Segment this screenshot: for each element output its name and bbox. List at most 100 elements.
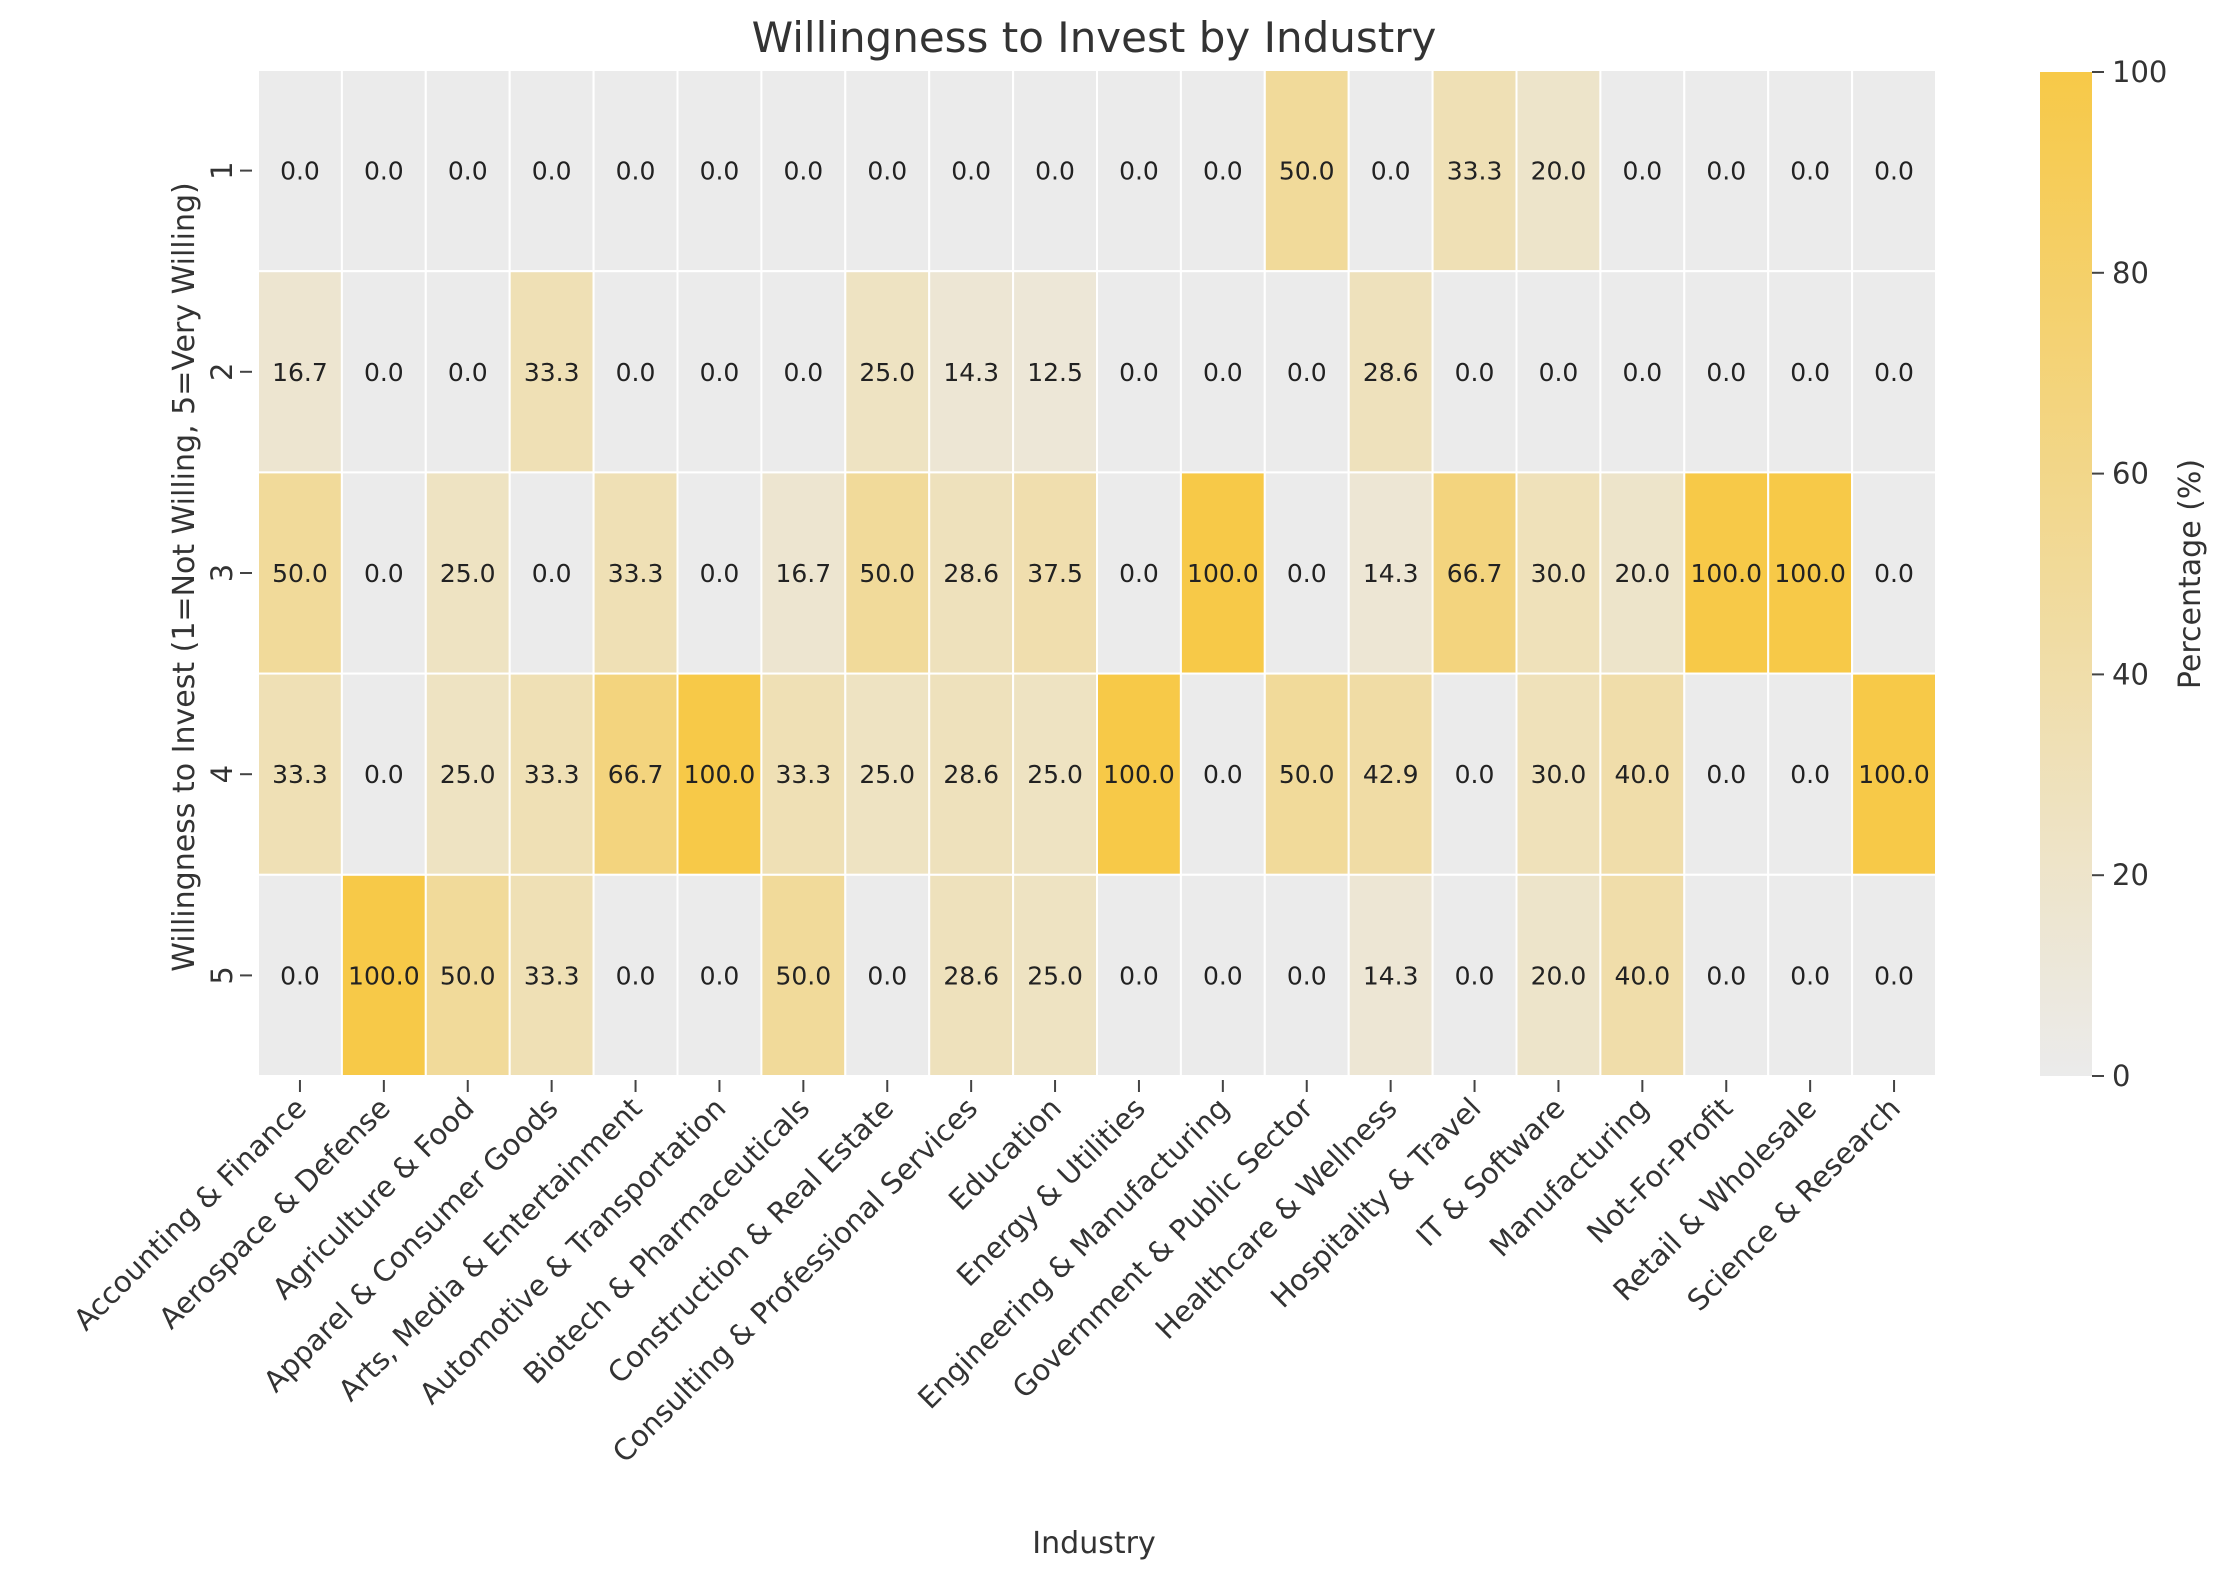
cell-value-label: 0.0: [1706, 760, 1746, 789]
cell-value-label: 28.6: [943, 559, 999, 588]
cell-value-label: 20.0: [1531, 961, 1587, 990]
cell-value-label: 25.0: [1027, 760, 1083, 789]
heatmap-cell: [424, 471, 511, 675]
cell-value-label: 25.0: [440, 760, 496, 789]
cell-value-label: 0.0: [1455, 961, 1495, 990]
cell-value-label: 25.0: [859, 358, 915, 387]
heatmap-cells: 0.0 0.0 0.0 0.0 0.0 0.0 0.0 0.0 0.0 0.0 0.0 0.0 50.0…: [257, 69, 1937, 1077]
x-axis-label: Industry: [1032, 1526, 1155, 1561]
cell-value-label: 33.3: [272, 760, 328, 789]
y-axis-label: Willingness to Invest (1=Not Willing, 5=…: [167, 182, 202, 971]
heatmap-cell: [340, 69, 427, 273]
heatmap-cell: [760, 672, 847, 876]
heatmap-cell: [928, 270, 1015, 474]
cell-value-label: 0.0: [616, 157, 656, 186]
cell-value-label: 0.0: [1287, 358, 1327, 387]
cell-value-label: 0.0: [616, 961, 656, 990]
chart-title: Willingness to Invest by Industry: [752, 13, 1437, 62]
heatmap-cell: [508, 873, 595, 1077]
cell-value-label: 100.0: [1187, 559, 1259, 588]
heatmap-cell: [1515, 69, 1602, 273]
heatmap-cell: [1599, 672, 1686, 876]
cell-value-label: 0.0: [867, 157, 907, 186]
cell-value-label: 0.0: [1874, 961, 1914, 990]
cell-value-label: 25.0: [440, 559, 496, 588]
heatmap-cell: [844, 69, 931, 273]
heatmap-cell: [1096, 873, 1182, 1077]
cell-value-label: 14.3: [1363, 961, 1419, 990]
cell-value-label: 0.0: [1622, 358, 1662, 387]
heatmap-cell: [1599, 873, 1686, 1077]
heatmap-cell: [760, 873, 847, 1077]
cell-value-label: 20.0: [1531, 157, 1587, 186]
cell-value-label: 0.0: [700, 961, 740, 990]
heatmap-cell: [1767, 471, 1854, 675]
heatmap-cell: [676, 69, 763, 273]
cell-value-label: 0.0: [1119, 358, 1159, 387]
heatmap-cell: [1012, 471, 1098, 675]
cell-value-label: 0.0: [700, 358, 740, 387]
heatmap-cell: [1347, 873, 1434, 1077]
heatmap-cell: [676, 873, 763, 1077]
heatmap-cell: [340, 873, 427, 1077]
cell-value-label: 33.3: [524, 760, 580, 789]
cell-value-label: 0.0: [1706, 358, 1746, 387]
heatmap-cell: [760, 471, 847, 675]
y-axis-ticks: 1 2 3 4 5: [205, 161, 252, 985]
heatmap-cell: [1851, 873, 1937, 1077]
heatmap-cell: [340, 270, 427, 474]
heatmap-cell: [1767, 69, 1854, 273]
cell-value-label: 0.0: [1706, 157, 1746, 186]
heatmap-cell: [424, 69, 511, 273]
cell-value-label: 16.7: [776, 559, 832, 588]
heatmap-cell: [257, 270, 343, 474]
colorbar-tick-label: 20: [2112, 858, 2149, 892]
heatmap-cell: [844, 672, 931, 876]
cell-value-label: 0.0: [700, 157, 740, 186]
x-tick-label: Arts, Media & Entertainment: [332, 1091, 649, 1408]
cell-value-label: 33.3: [524, 358, 580, 387]
colorbar-tick-label: 60: [2112, 457, 2149, 491]
heatmap-cell: [1431, 672, 1518, 876]
cell-value-label: 33.3: [524, 961, 580, 990]
cell-value-label: 0.0: [1119, 559, 1159, 588]
cell-value-label: 66.7: [1447, 559, 1503, 588]
cell-value-label: 28.6: [943, 961, 999, 990]
heatmap-cell: [1515, 270, 1602, 474]
heatmap-cell: [257, 873, 343, 1077]
heatmap-cell: [676, 672, 763, 876]
cell-value-label: 100.0: [1103, 760, 1175, 789]
cell-value-label: 0.0: [364, 157, 404, 186]
cell-value-label: 40.0: [1615, 961, 1671, 990]
heatmap-cell: [592, 471, 679, 675]
x-tick-label: Government & Public Sector: [1006, 1091, 1320, 1405]
heatmap-cell: [1431, 873, 1518, 1077]
cell-value-label: 16.7: [272, 358, 328, 387]
cell-value-label: 50.0: [859, 559, 915, 588]
heatmap-cell: [1263, 873, 1350, 1077]
cell-value-label: 12.5: [1027, 358, 1083, 387]
cell-value-label: 0.0: [616, 358, 656, 387]
x-tick-label: Not-For-Profit: [1580, 1091, 1739, 1250]
heatmap-cell: [1767, 873, 1854, 1077]
cell-value-label: 28.6: [943, 760, 999, 789]
colorbar-tick-label: 100: [2112, 55, 2167, 89]
cell-value-label: 0.0: [700, 559, 740, 588]
heatmap-cell: [1767, 672, 1854, 876]
cell-value-label: 0.0: [1622, 157, 1662, 186]
cell-value-label: 0.0: [867, 961, 907, 990]
cell-value-label: 0.0: [1455, 760, 1495, 789]
heatmap-cell: [1683, 672, 1770, 876]
heatmap-cell: [1851, 270, 1937, 474]
cell-value-label: 20.0: [1615, 559, 1671, 588]
heatmap-cell: [1096, 471, 1182, 675]
cell-value-label: 0.0: [532, 157, 572, 186]
colorbar: [2040, 72, 2092, 1076]
cell-value-label: 0.0: [532, 559, 572, 588]
y-tick-label: 2: [205, 363, 239, 381]
colorbar-label: Percentage (%): [2173, 459, 2208, 689]
heatmap-cell: [1179, 873, 1266, 1077]
cell-value-label: 0.0: [1203, 157, 1243, 186]
cell-value-label: 33.3: [1447, 157, 1503, 186]
